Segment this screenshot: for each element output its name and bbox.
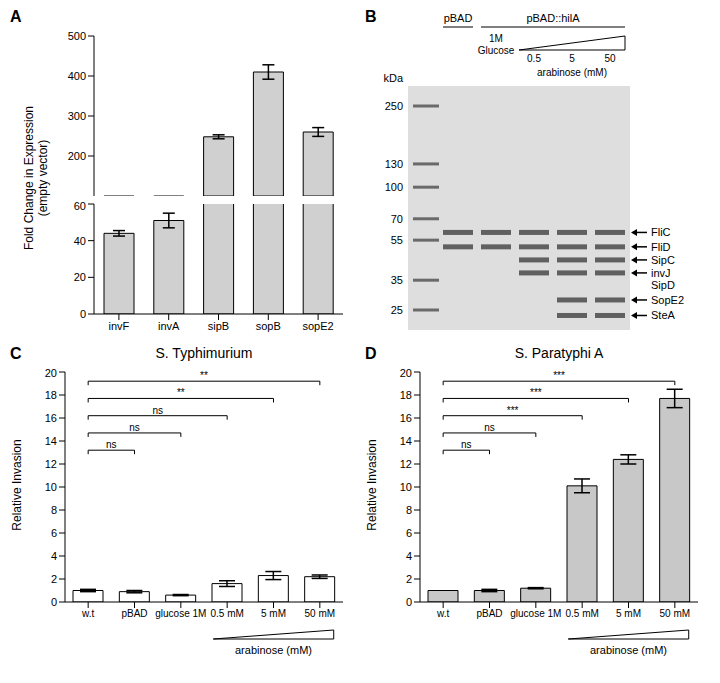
html-text:Fold Change in Expression: Fold Change in Expression [22, 106, 36, 250]
svg-text:400: 400 [68, 70, 86, 82]
svg-text:6: 6 [51, 527, 57, 539]
svg-text:0.5 mM: 0.5 mM [210, 608, 243, 619]
svg-text:130: 130 [385, 158, 403, 170]
svg-text:20: 20 [400, 367, 412, 379]
svg-text:kDa: kDa [383, 72, 403, 84]
svg-text:2: 2 [406, 573, 412, 585]
html-text:Relative Invasion: Relative Invasion [365, 439, 379, 531]
svg-text:FliC: FliC [651, 226, 671, 238]
html-text:S. Paratyphi A: S. Paratyphi A [514, 345, 604, 361]
svg-text:glucose 1M: glucose 1M [155, 608, 206, 619]
svg-text:sipB: sipB [208, 320, 229, 332]
svg-text:1MGlucose: 1MGlucose [478, 33, 515, 56]
svg-text:50 mM: 50 mM [305, 608, 336, 619]
svg-text:12: 12 [400, 458, 412, 470]
svg-text:w.t: w.t [81, 608, 94, 619]
svg-text:16: 16 [45, 412, 57, 424]
svg-text:***: *** [530, 387, 542, 398]
svg-text:25: 25 [391, 304, 403, 316]
svg-text:5 mM: 5 mM [261, 608, 286, 619]
svg-text:SteA: SteA [651, 309, 676, 321]
svg-text:8: 8 [51, 504, 57, 516]
svg-text:70: 70 [391, 213, 403, 225]
svg-text:12: 12 [45, 458, 57, 470]
svg-text:250: 250 [385, 100, 403, 112]
svg-text:20: 20 [74, 271, 86, 283]
svg-text:**: ** [200, 370, 208, 381]
svg-text:14: 14 [45, 435, 57, 447]
svg-text:500: 500 [68, 30, 86, 42]
svg-text:sopE2: sopE2 [302, 320, 333, 332]
svg-text:16: 16 [400, 412, 412, 424]
html-text:A: A [10, 8, 22, 25]
svg-text:arabinose (mM): arabinose (mM) [537, 67, 607, 78]
svg-text:14: 14 [400, 435, 412, 447]
svg-text:10: 10 [45, 481, 57, 493]
html-text:D: D [365, 345, 377, 362]
svg-text:35: 35 [391, 274, 403, 286]
svg-text:invA: invA [158, 320, 180, 332]
svg-text:55: 55 [391, 234, 403, 246]
svg-text:0: 0 [406, 596, 412, 608]
svg-text:18: 18 [45, 389, 57, 401]
svg-text:invF: invF [109, 320, 130, 332]
svg-text:40: 40 [74, 235, 86, 247]
svg-text:60: 60 [74, 200, 86, 212]
svg-text:w.t: w.t [436, 608, 449, 619]
svg-text:5 mM: 5 mM [616, 608, 641, 619]
svg-text:SipC: SipC [651, 254, 675, 266]
html-text:(empty vector): (empty vector) [36, 139, 50, 217]
svg-text:8: 8 [406, 504, 412, 516]
svg-text:arabinose (mM): arabinose (mM) [235, 644, 312, 656]
svg-text:ns: ns [129, 422, 140, 433]
svg-text:20: 20 [45, 367, 57, 379]
svg-text:100: 100 [385, 181, 403, 193]
svg-text:SopE2: SopE2 [651, 294, 684, 306]
svg-text:0.5: 0.5 [527, 53, 541, 64]
svg-text:0.5 mM: 0.5 mM [565, 608, 598, 619]
svg-text:2: 2 [51, 573, 57, 585]
html-text:C: C [10, 345, 22, 362]
svg-text:5: 5 [569, 53, 575, 64]
svg-text:pBAD: pBAD [121, 608, 147, 619]
svg-text:arabinose (mM): arabinose (mM) [590, 644, 667, 656]
svg-text:4: 4 [406, 550, 412, 562]
svg-text:ns: ns [484, 422, 495, 433]
html-text:Relative Invasion: Relative Invasion [10, 439, 24, 531]
svg-text:ns: ns [461, 439, 472, 450]
svg-text:50 mM: 50 mM [660, 608, 691, 619]
svg-text:FliD: FliD [651, 241, 671, 253]
svg-text:pBAD: pBAD [444, 12, 473, 24]
svg-text:ns: ns [152, 405, 163, 416]
svg-text:4: 4 [51, 550, 57, 562]
svg-text:6: 6 [406, 527, 412, 539]
svg-text:0: 0 [51, 596, 57, 608]
html-text:B: B [365, 8, 377, 25]
svg-text:300: 300 [68, 110, 86, 122]
html-text:S. Typhimurium: S. Typhimurium [155, 345, 253, 361]
svg-text:10: 10 [400, 481, 412, 493]
svg-text:pBAD: pBAD [476, 608, 502, 619]
svg-text:***: *** [507, 405, 519, 416]
svg-text:50: 50 [604, 53, 616, 64]
svg-text:**: ** [177, 387, 185, 398]
svg-text:***: *** [553, 370, 565, 381]
svg-text:glucose 1M: glucose 1M [510, 608, 561, 619]
svg-text:sopB: sopB [256, 320, 281, 332]
svg-text:0: 0 [80, 308, 86, 320]
svg-text:18: 18 [400, 389, 412, 401]
svg-text:pBAD::hilA: pBAD::hilA [526, 12, 580, 24]
svg-text:ns: ns [106, 439, 117, 450]
svg-text:200: 200 [68, 150, 86, 162]
svg-text:invJSipD: invJSipD [651, 267, 675, 291]
